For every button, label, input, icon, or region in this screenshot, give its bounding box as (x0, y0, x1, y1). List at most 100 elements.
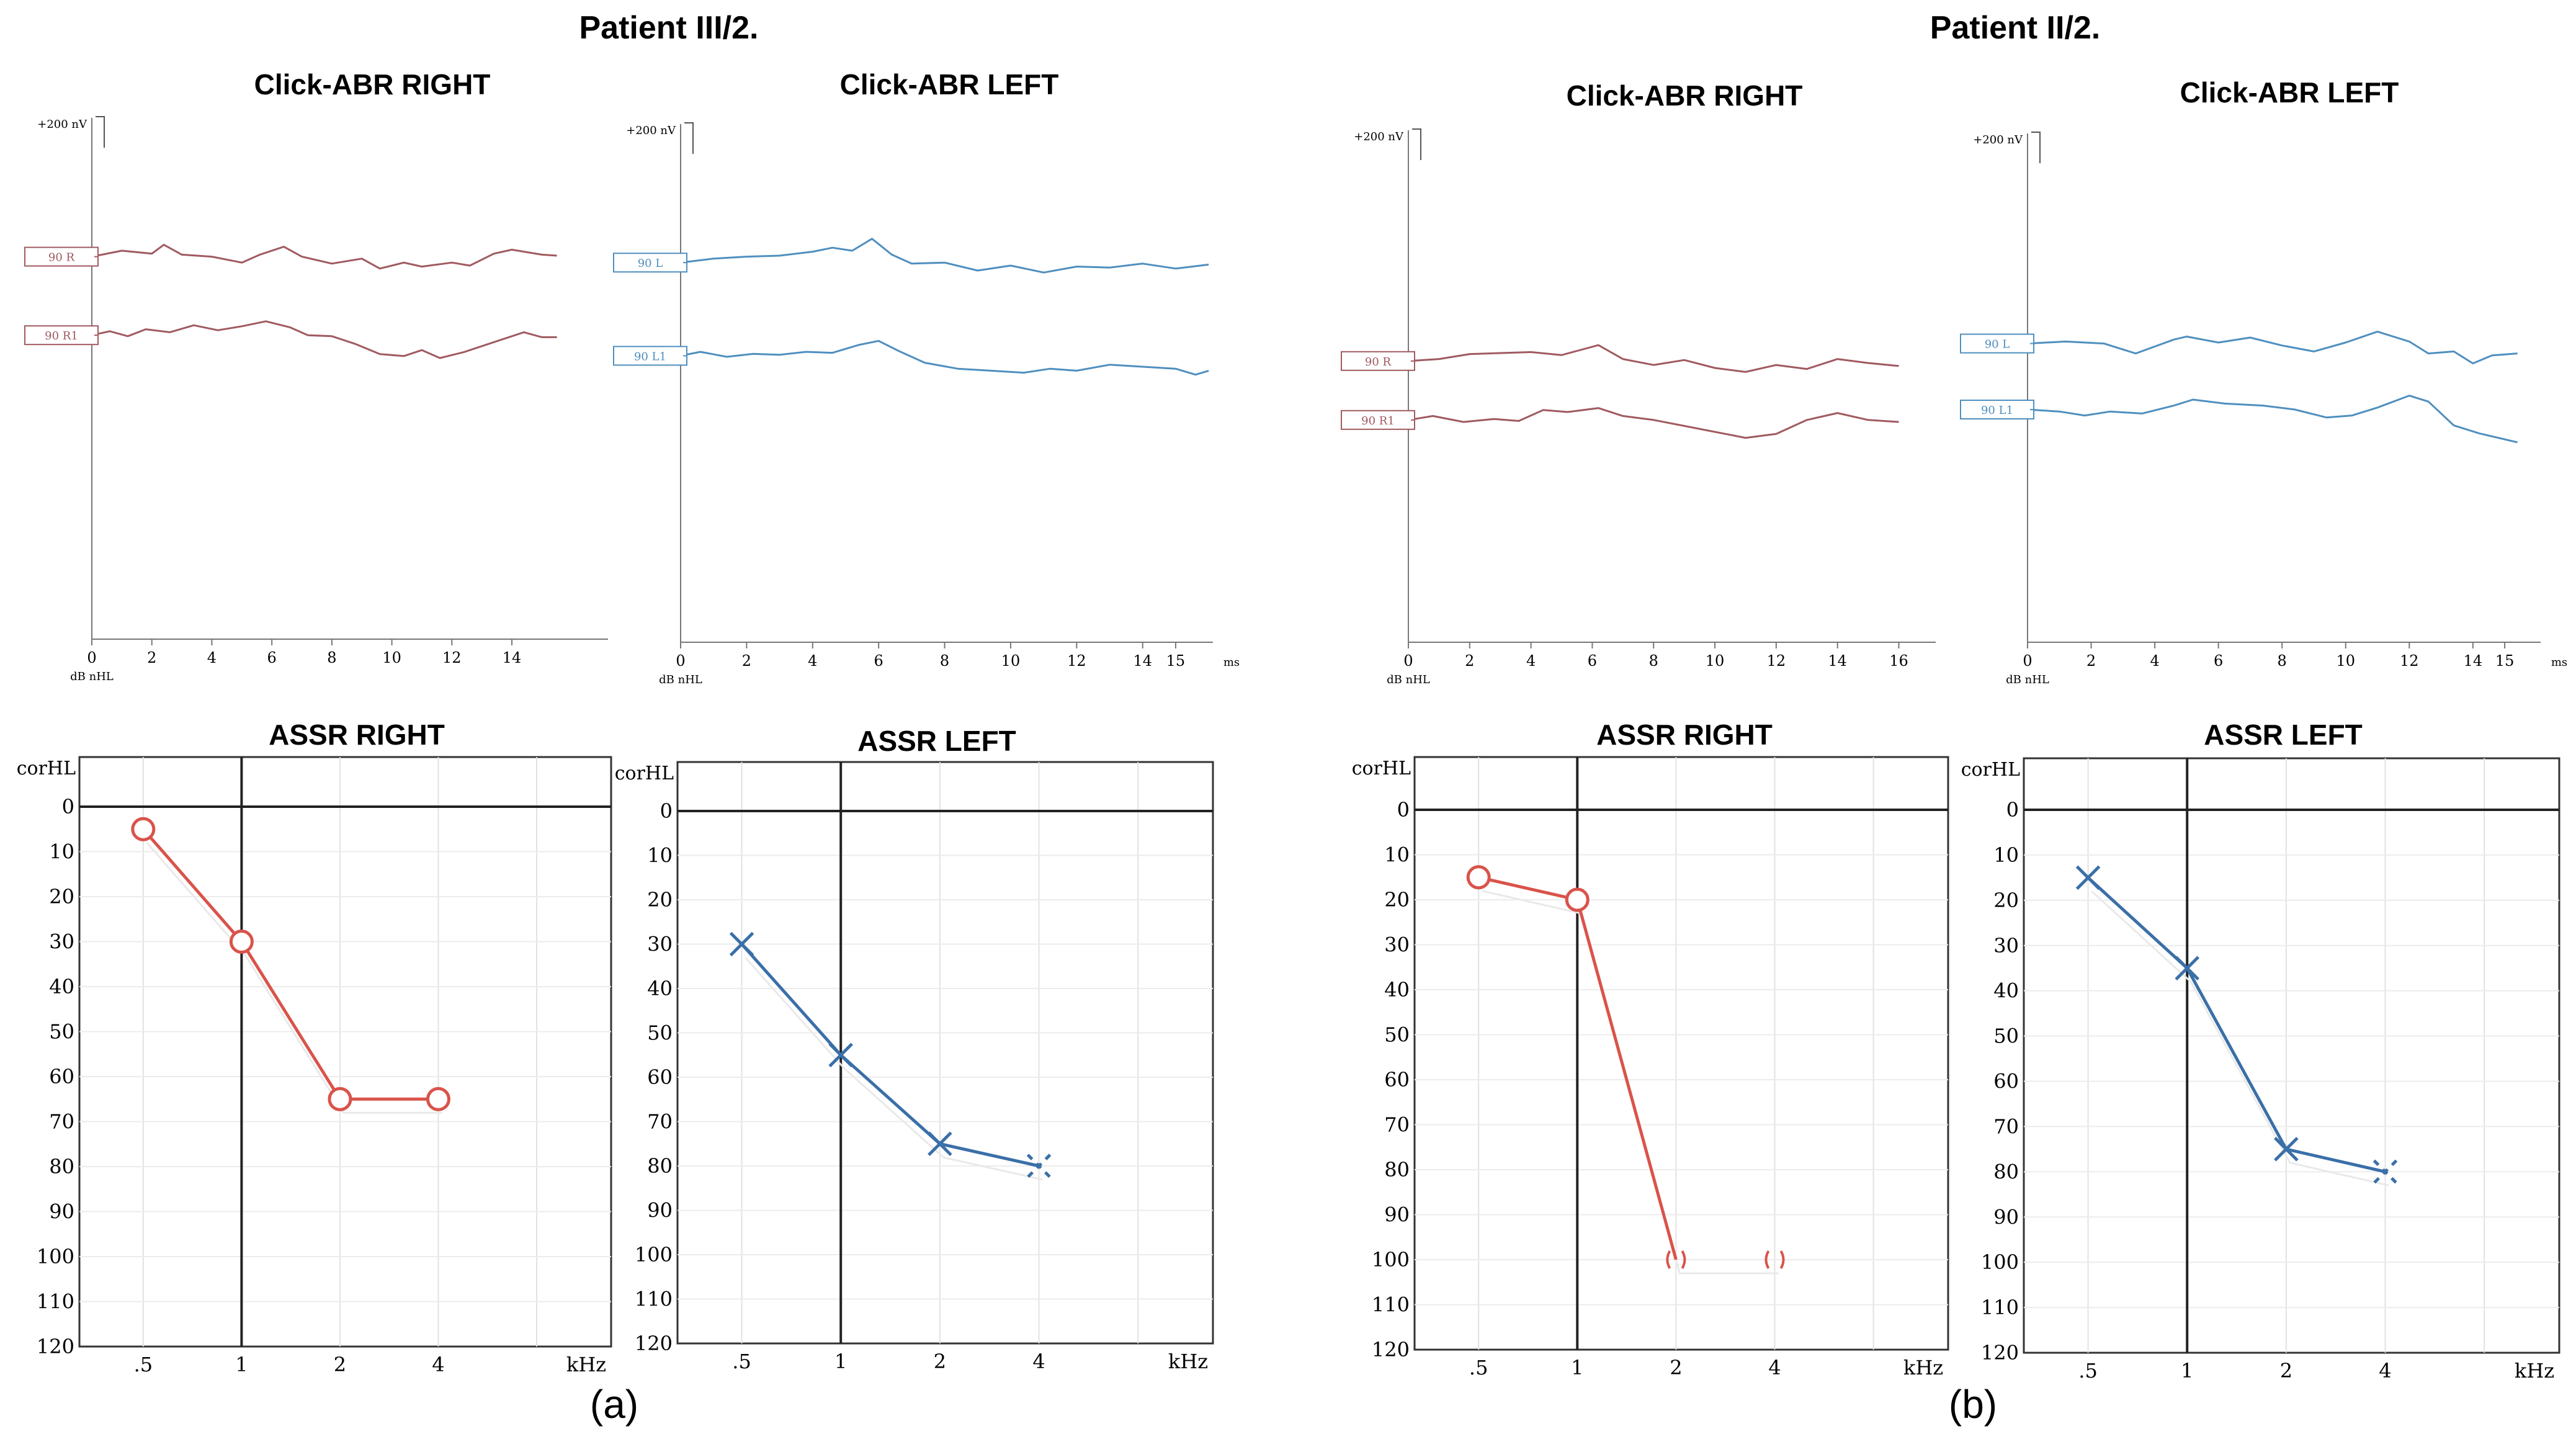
assr-y-tick-label: 30 (49, 930, 74, 954)
abr-trace (1408, 407, 1899, 439)
assr-y-tick-label: 40 (647, 977, 673, 1000)
abr-tick-label: 15 (1166, 652, 1186, 670)
assr-no-response-marker (1666, 1250, 1686, 1269)
scale-label: +200 nV (626, 124, 676, 137)
assr-y-tick-label: 40 (49, 975, 74, 998)
assr-y-tick-label: 80 (647, 1154, 673, 1178)
assr-chart: ASSR RIGHT corHL 0 10 20 30 40 50 60 70 80 90 100 110… (17, 719, 612, 1376)
abr-tick-label: 2 (742, 652, 751, 670)
abr-title: Click-ABR LEFT (2180, 76, 2399, 109)
trace-label-box (1960, 333, 2034, 354)
assr-y-tick-label: 0 (2006, 798, 2019, 822)
assr-x-tick-label: 1 (2181, 1359, 2193, 1383)
assr-y-tick-label: 90 (1384, 1203, 1410, 1227)
assr-chart: ASSR LEFT corHL 0 10 20 30 40 50 60 70 80 90 100 110 1… (1961, 719, 2560, 1383)
assr-ylabel: corHL (17, 758, 76, 779)
trace-label-box (1960, 400, 2034, 419)
abr-tick-label: 2 (2086, 652, 2096, 670)
assr-y-tick-label: 10 (1993, 843, 2019, 867)
assr-marker (1026, 1154, 1052, 1178)
abr-tick-label: 12 (1067, 652, 1086, 670)
assr-chart: ASSR LEFT corHL 0 10 20 30 40 50 60 70 80 90 100 110 1… (615, 725, 1214, 1373)
abr-chart: Click-ABR RIGHT +200 nV 0 2 4 6 8 10 12 14 16 dB nH… (1341, 79, 1936, 686)
assr-y-tick-label: 70 (1384, 1113, 1410, 1137)
assr-ylabel: corHL (1352, 758, 1411, 779)
abr-tick-label: 4 (2150, 652, 2159, 670)
abr-title: Click-ABR LEFT (840, 68, 1059, 101)
assr-y-tick-label: 80 (49, 1155, 74, 1178)
trace-label: 90 L (1985, 338, 2010, 351)
assr-y-tick-label: 20 (49, 885, 74, 908)
assr-x-tick-label: 1 (1571, 1356, 1583, 1379)
assr-y-tick-label: 50 (49, 1020, 74, 1044)
assr-y-tick-label: 50 (647, 1021, 673, 1045)
assr-marker (828, 1042, 853, 1068)
assr-y-tick-label: 10 (49, 840, 74, 864)
abr-trace (680, 339, 1209, 376)
abr-tick-label: 10 (1706, 652, 1725, 670)
scale-bracket (2031, 132, 2041, 163)
assr-marker (1565, 887, 1590, 912)
assr-y-tick-label: 60 (49, 1065, 74, 1088)
assr-marker (426, 1087, 450, 1111)
assr-y-tick-label: 20 (647, 888, 673, 912)
trace-label-box (613, 346, 687, 366)
abr-tick-label: 2 (1465, 652, 1474, 670)
assr-y-tick-label: 20 (1384, 888, 1410, 912)
abr-trace (2027, 395, 2518, 444)
assr-y-tick-label: 40 (1993, 979, 2019, 1003)
assr-frame (78, 756, 612, 1348)
assr-y-tick-label: 80 (1993, 1160, 2019, 1183)
assr-y-tick-label: 100 (1372, 1248, 1410, 1271)
abr-tick-label: 8 (2278, 652, 2287, 670)
abr-title: Click-ABR RIGHT (254, 68, 491, 101)
abr-chart: Click-ABR LEFT +200 nV 0 2 4 6 8 10 12 14 15 ms dB n… (613, 68, 1240, 686)
abr-tick-label: 10 (382, 649, 401, 666)
assr-y-tick-label: 100 (37, 1245, 74, 1268)
assr-y-tick-label: 70 (1993, 1114, 2019, 1138)
assr-y-tick-label: 70 (647, 1110, 673, 1134)
assr-frame (676, 761, 1214, 1345)
abr-tick-label: 0 (1403, 652, 1413, 670)
assr-y-tick-label: 20 (1993, 889, 2019, 912)
trace-label: 90 R1 (45, 329, 78, 343)
assr-y-tick-label: 30 (1993, 934, 2019, 957)
abr-db-label: dB nHL (1387, 673, 1430, 686)
abr-tick-label: 8 (1649, 652, 1658, 670)
assr-x-tick-label: 1 (834, 1350, 847, 1373)
assr-title: ASSR RIGHT (1596, 719, 1773, 751)
abr-tick-label: 12 (2400, 652, 2419, 670)
abr-tick-label: 6 (1588, 652, 1597, 670)
scale-bracket (1412, 128, 1421, 160)
assr-x-tick-label: 2 (2280, 1359, 2292, 1383)
assr-marker (2175, 956, 2199, 980)
abr-tick-label: 8 (940, 652, 949, 670)
assr-y-tick-label: 120 (635, 1332, 673, 1355)
assr-shadow-line (146, 842, 442, 1114)
assr-title: ASSR RIGHT (269, 719, 445, 751)
assr-y-tick-label: 110 (635, 1288, 673, 1311)
assr-y-tick-label: 10 (1384, 843, 1410, 867)
assr-marker (328, 1087, 352, 1111)
abr-tick-label: 10 (1001, 652, 1021, 670)
assr-x-tick-label: 4 (2379, 1359, 2391, 1383)
trace-label: 90 R (48, 251, 75, 264)
trace-label: 90 L (638, 257, 663, 270)
assr-y-tick-label: 120 (1981, 1341, 2019, 1365)
assr-xlabel: kHz (1168, 1350, 1208, 1373)
trace-label-box (613, 253, 687, 273)
assr-no-response-marker (1764, 1250, 1785, 1269)
abr-tick-label: 14 (1828, 652, 1847, 670)
abr-tick-label: 4 (207, 649, 217, 666)
abr-tick-label: 14 (503, 649, 522, 666)
assr-marker (2274, 1137, 2299, 1162)
abr-tick-label: 12 (1767, 652, 1786, 670)
assr-y-tick-label: 40 (1384, 978, 1410, 1002)
abr-tick-label: 6 (874, 652, 883, 670)
trace-label: 90 L1 (634, 350, 666, 363)
assr-y-tick-label: 120 (1372, 1338, 1410, 1361)
assr-y-tick-label: 0 (62, 795, 74, 818)
abr-tick-label: 0 (676, 652, 685, 670)
scale-label: +200 nV (1973, 133, 2023, 146)
abr-chart: Click-ABR LEFT +200 nV 0 2 4 6 8 10 12 14 15 ms dB n… (1960, 76, 2567, 686)
